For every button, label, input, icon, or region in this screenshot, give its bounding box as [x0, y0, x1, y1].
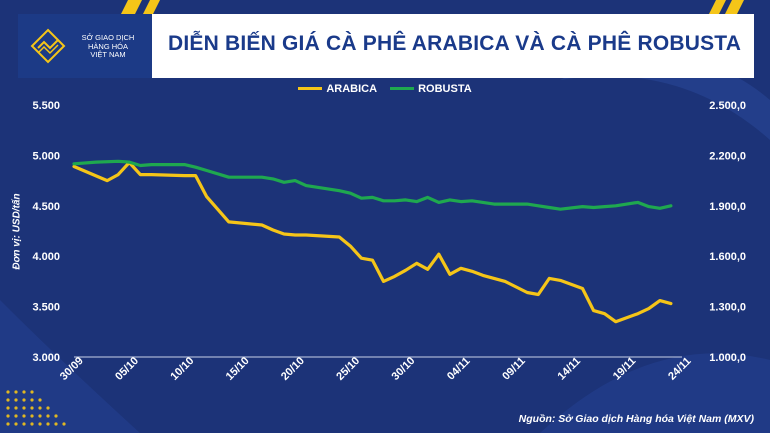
legend-label-robusta: ROBUSTA	[418, 83, 472, 95]
x-tick-label: 30/10	[390, 355, 418, 383]
x-tick-label: 09/11	[500, 355, 528, 383]
header-banner: SỞ GIAO DỊCH HÀNG HÓA VIỆT NAM DIỄN BIẾN…	[18, 14, 754, 78]
y-left-tick-label: 5.500	[32, 100, 60, 112]
y-left-tick-label: 3.500	[32, 302, 60, 314]
series-line-arabica	[72, 160, 673, 324]
page-title: DIỄN BIẾN GIÁ CÀ PHÊ ARABICA VÀ CÀ PHÊ R…	[168, 32, 742, 55]
chart-legend: ARABICA ROBUSTA	[0, 83, 770, 95]
logo-text: SỞ GIAO DỊCH HÀNG HÓA VIỆT NAM	[70, 33, 146, 60]
logo-line: HÀNG HÓA	[87, 41, 128, 51]
logo: SỞ GIAO DỊCH HÀNG HÓA VIỆT NAM	[18, 14, 152, 78]
x-tick-label: 25/10	[334, 355, 362, 383]
logo-icon	[30, 28, 66, 64]
x-tick-label: 10/10	[168, 355, 196, 383]
legend-swatch-arabica	[298, 86, 323, 90]
x-tick-label: 15/10	[224, 355, 252, 383]
logo-line: VIỆT NAM	[90, 50, 126, 59]
y-left-tick-label: 4.000	[32, 251, 60, 263]
legend-swatch-robusta	[390, 86, 415, 90]
legend-label-arabica: ARABICA	[326, 83, 378, 95]
legend-item-arabica: ARABICA	[298, 83, 377, 95]
x-tick-label: 19/11	[611, 355, 639, 383]
y-right-tick-label: 2.200,0	[709, 150, 746, 162]
y-left-tick-label: 4.500	[32, 201, 60, 213]
x-tick-label: 14/11	[556, 355, 584, 383]
x-tick-label: 20/10	[279, 355, 307, 383]
series-line-robusta	[72, 159, 673, 211]
y-right-tick-label: 1.300,0	[709, 302, 746, 314]
x-tick-label: 30/09	[58, 355, 86, 383]
x-tick-label: 24/11	[666, 355, 694, 383]
y-right-tick-label: 1.900,0	[709, 201, 746, 213]
y-right-tick-label: 2.500,0	[709, 100, 746, 112]
source-note: Nguồn: Sở Giao dịch Hàng hóa Việt Nam (M…	[518, 413, 754, 425]
legend-item-robusta: ROBUSTA	[390, 83, 472, 95]
y-right-tick-label: 1.600,0	[709, 251, 746, 263]
y-left-tick-label: 3.000	[32, 352, 60, 364]
x-tick-label: 04/11	[445, 355, 473, 383]
y-left-tick-label: 5.000	[32, 150, 60, 162]
logo-line: SỞ GIAO DỊCH	[81, 33, 135, 42]
x-tick-label: 05/10	[113, 355, 141, 383]
y-right-tick-label: 1.000,0	[709, 352, 746, 364]
